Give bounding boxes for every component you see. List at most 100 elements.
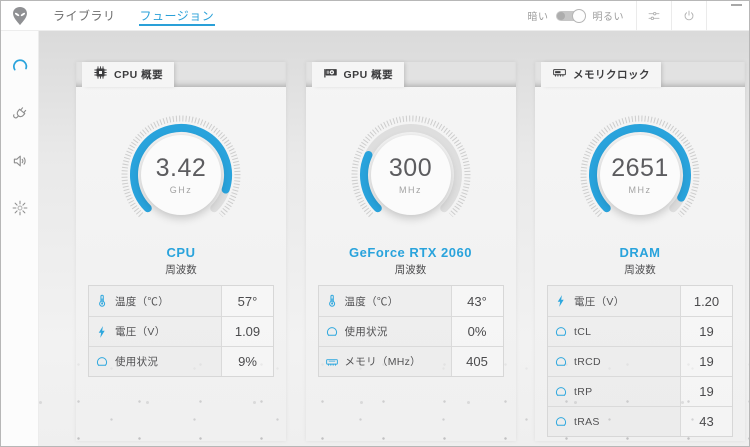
usage-gauge-icon (548, 415, 574, 429)
power-icon[interactable] (672, 1, 706, 31)
card-tab-label: メモリクロック (573, 69, 650, 81)
usage-gauge-icon (89, 355, 115, 369)
thermometer-icon (89, 294, 115, 308)
table-row: tCL 19 (548, 316, 732, 346)
lighting-icon[interactable] (1, 184, 39, 231)
card-tab-label: CPU 概要 (114, 69, 164, 81)
metric-label: 周波数 (624, 264, 656, 276)
card-tab-cpu[interactable]: CPU 概要 (82, 62, 175, 87)
stat-value: 0% (450, 317, 503, 346)
settings-icon[interactable] (637, 1, 671, 31)
table-row: tRCD 19 (548, 346, 732, 376)
device-name: DRAM (619, 245, 661, 260)
device-name: CPU (166, 245, 196, 260)
theme-light-label: 明るい (592, 12, 624, 23)
memory-icon (319, 355, 345, 369)
stat-label: tRCD (574, 355, 601, 368)
usage-gauge-icon (548, 385, 574, 399)
usage-gauge-icon (548, 355, 574, 369)
card-body: 300 MHz GeForce RTX 2060 周波数 温度（℃） 43° 使用状… (306, 87, 516, 441)
gauge-unit: MHz (399, 185, 422, 195)
table-row: 使用状況 9% (89, 346, 273, 376)
card-body: 3.42 GHz CPU 周波数 温度（℃） 57° 電圧（V） 1.09 使用状況 9% (76, 87, 286, 441)
card-body: 2651 MHz DRAM 周波数 電圧（V） 1.20 tCL 19 tRCD 19 tR… (535, 87, 745, 441)
table-row: メモリ（MHz） 405 (318, 346, 503, 376)
card-header: メモリクロック (535, 62, 745, 87)
table-row: 温度（℃） 57° (89, 286, 273, 316)
cpu-frequency-gauge: 3.42 GHz (119, 113, 243, 237)
card-tab-label: GPU 概要 (343, 69, 394, 81)
stat-label: 電圧（V） (115, 326, 166, 338)
gpu-stat-table: 温度（℃） 43° 使用状況 0% メモリ（MHz） 405 (317, 285, 504, 377)
gpu-icon (323, 65, 338, 85)
bolt-icon (548, 294, 574, 308)
theme-toggle-group: 暗い 明るい (516, 8, 637, 23)
toggle-knob[interactable] (571, 8, 586, 23)
main-nav: ライブラリ フュージョン (41, 1, 226, 30)
topbar-controls: 暗い 明るい (516, 1, 750, 31)
stat-label: tRP (574, 385, 593, 398)
metric-label: 周波数 (165, 264, 197, 276)
bolt-icon (89, 325, 115, 339)
stat-value: 9% (221, 347, 273, 376)
table-row: tRP 19 (548, 376, 732, 406)
card-header: GPU 概要 (305, 62, 516, 87)
fusion-dashboard: CPU 概要 3.42 GHz CPU 周波数 温度（℃） 57° 電圧（V） 1.0… (39, 31, 749, 446)
sidebar (1, 31, 39, 446)
divider (671, 1, 672, 31)
gpu-frequency-gauge: 300 MHz (349, 113, 473, 237)
stat-value: 405 (450, 347, 503, 376)
cpu-stat-table: 温度（℃） 57° 電圧（V） 1.09 使用状況 9% (88, 285, 274, 377)
stat-value: 57° (221, 286, 273, 316)
gauge-icon[interactable] (1, 43, 39, 90)
gauge-value: 300 (388, 154, 433, 182)
stat-label: 温度（℃） (115, 295, 169, 308)
nav-tab-library[interactable]: ライブラリ (53, 9, 116, 23)
card-header: CPU 概要 (76, 62, 286, 87)
stat-label: メモリ（MHz） (344, 356, 421, 368)
metric-label: 周波数 (394, 264, 427, 276)
theme-dark-label: 暗い (527, 12, 549, 23)
ram-icon (552, 65, 567, 85)
stat-value: 1.09 (221, 317, 273, 346)
cpu-overview-card: CPU 概要 3.42 GHz CPU 周波数 温度（℃） 57° 電圧（V） 1.0… (76, 62, 286, 441)
usage-gauge-icon (319, 325, 345, 339)
gauge-value: 2651 (611, 154, 669, 182)
card-tab-gpu[interactable]: GPU 概要 (311, 62, 405, 87)
stat-value: 43 (680, 407, 732, 436)
card-tab-memory[interactable]: メモリクロック (541, 62, 661, 87)
gauge-unit: GHz (169, 185, 193, 195)
minimize-button[interactable] (731, 4, 742, 6)
stat-label: tCL (574, 325, 592, 338)
memory-clock-card: メモリクロック 2651 MHz DRAM 周波数 電圧（V） 1.20 tCL 19… (535, 62, 745, 441)
gpu-overview-card: GPU 概要 300 MHz GeForce RTX 2060 周波数 温度（℃… (305, 62, 516, 441)
stat-label: 温度（℃） (344, 295, 399, 308)
stat-label: tRAS (574, 415, 600, 428)
stat-value: 19 (680, 317, 732, 346)
top-bar: ライブラリ フュージョン 暗い 明るい (1, 1, 749, 31)
table-row: 温度（℃） 43° (319, 286, 503, 316)
stat-label: 使用状況 (115, 356, 159, 368)
toggle-track (555, 10, 580, 21)
nav-tab-fusion[interactable]: フュージョン (128, 1, 227, 30)
theme-toggle-switch[interactable] (555, 8, 586, 23)
dram-frequency-gauge: 2651 MHz (578, 113, 702, 237)
memory-stat-table: 電圧（V） 1.20 tCL 19 tRCD 19 tRP 19 tRAS 43 (547, 285, 733, 437)
stat-value: 19 (680, 347, 732, 376)
table-row: tRAS 43 (548, 406, 732, 436)
stat-value: 43° (450, 286, 503, 316)
stat-label: 使用状況 (344, 326, 388, 338)
stat-value: 1.20 (680, 286, 732, 316)
divider (636, 1, 637, 31)
power-plug-icon[interactable] (1, 90, 39, 137)
alienware-logo-icon[interactable] (1, 5, 39, 27)
usage-gauge-icon (548, 325, 574, 339)
stat-label: 電圧（V） (574, 295, 625, 308)
stat-value: 19 (680, 377, 732, 406)
thermometer-icon (319, 294, 345, 308)
table-row: 使用状況 0% (318, 316, 503, 346)
gauge-unit: MHz (628, 185, 652, 195)
table-row: 電圧（V） 1.09 (89, 316, 273, 346)
speaker-icon[interactable] (1, 137, 39, 184)
